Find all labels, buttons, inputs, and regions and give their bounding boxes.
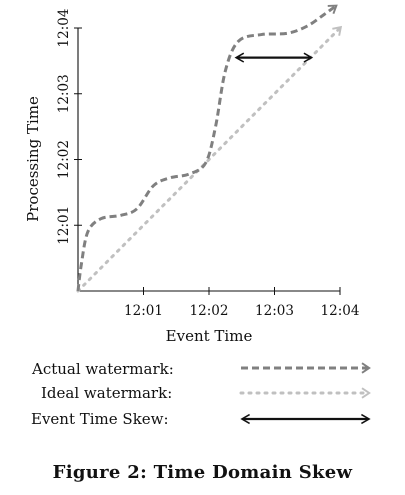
x-tick-label: 12:02 xyxy=(190,303,229,319)
series-layer xyxy=(76,4,343,293)
x-tick-label: 12:04 xyxy=(321,303,360,319)
actual-watermark-line xyxy=(76,4,338,292)
y-axis-title: Processing Time xyxy=(24,96,42,222)
time-domain-skew-chart: 12:01 12:02 12:03 12:04 12:0112:0212:0312:0… xyxy=(24,4,371,428)
y-tick-label: 12:03 xyxy=(56,74,72,113)
legend: Actual watermark: Ideal watermark: Event… xyxy=(31,360,371,428)
x-tick-label: 12:01 xyxy=(124,303,163,319)
legend-label-ideal: Ideal watermark: xyxy=(41,384,172,402)
x-tick-label: 12:03 xyxy=(255,303,294,319)
ideal-watermark-line xyxy=(76,25,343,293)
x-ticks: 12:01 12:02 12:03 12:04 xyxy=(124,287,359,319)
y-tick-label: 12:04 xyxy=(56,9,72,48)
y-tick-label: 12:01 xyxy=(56,206,72,245)
x-axis-title: Event Time xyxy=(166,327,253,345)
legend-label-actual: Actual watermark: xyxy=(31,360,174,378)
legend-label-skew: Event Time Skew: xyxy=(31,410,169,428)
y-tick-label: 12:02 xyxy=(56,140,72,179)
y-ticks: 12:01 12:02 12:03 12:04 xyxy=(56,9,82,245)
figure-caption: Figure 2: Time Domain Skew xyxy=(52,462,353,483)
